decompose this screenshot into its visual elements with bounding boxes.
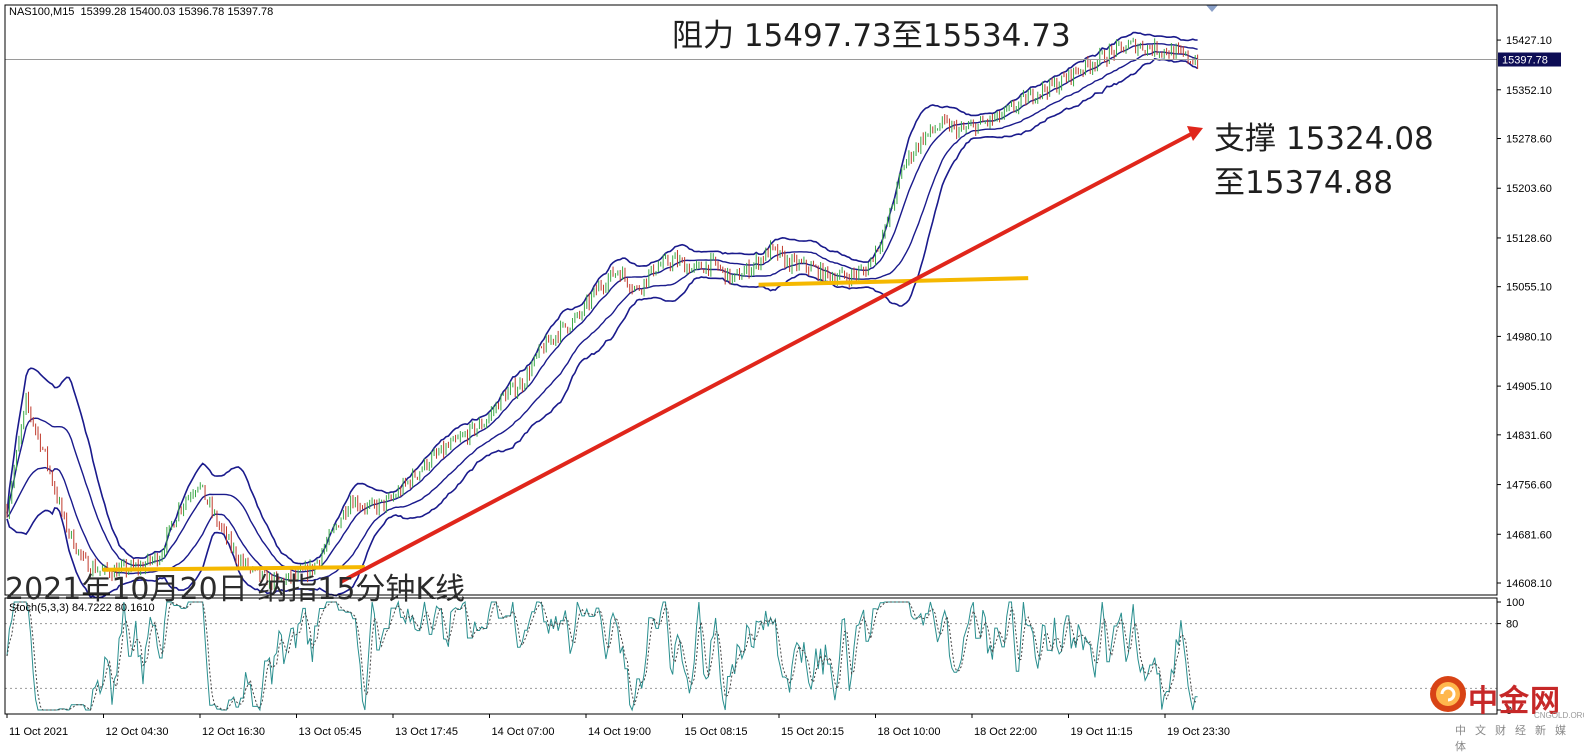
resistance-annotation: 阻力 15497.73至15534.73 bbox=[672, 18, 1071, 54]
time-tick-label: 18 Oct 10:00 bbox=[878, 726, 941, 738]
stoch-tick-label: 80 bbox=[1506, 619, 1518, 631]
stoch-tick-label: 100 bbox=[1506, 597, 1524, 609]
logo-domain: CNGOLD.ORG bbox=[1534, 711, 1584, 720]
logo-icon bbox=[1430, 676, 1466, 712]
upper-band bbox=[6, 31, 1198, 565]
time-tick-label: 12 Oct 16:30 bbox=[202, 726, 265, 738]
stoch-header: Stoch(5,3,3) 84.7222 80.1610 bbox=[9, 602, 155, 614]
support-annotation: 支撑 15324.08 至15374.88 bbox=[1214, 117, 1434, 205]
price-tick-label: 15352.10 bbox=[1506, 85, 1552, 97]
price-tick-label: 14905.10 bbox=[1506, 381, 1552, 393]
time-tick-label: 13 Oct 05:45 bbox=[299, 726, 362, 738]
price-tick-label: 14756.60 bbox=[1506, 480, 1552, 492]
time-tick-label: 13 Oct 17:45 bbox=[395, 726, 458, 738]
time-tick-label: 18 Oct 22:00 bbox=[974, 726, 1037, 738]
shift-marker-icon bbox=[1206, 5, 1218, 12]
price-tick-label: 15427.10 bbox=[1506, 35, 1552, 47]
symbol-header: NAS100,M15 15399.28 15400.03 15396.78 15… bbox=[9, 6, 274, 18]
inner-lower-band bbox=[6, 50, 1198, 582]
support-line-1: 支撑 15324.08 bbox=[1214, 121, 1434, 157]
time-tick-label: 12 Oct 04:30 bbox=[106, 726, 169, 738]
price-tick-label: 15203.60 bbox=[1506, 183, 1552, 195]
time-tick-label: 19 Oct 11:15 bbox=[1071, 726, 1133, 738]
price-tick-label: 14608.10 bbox=[1506, 578, 1552, 590]
price-tick-label: 14681.60 bbox=[1506, 529, 1552, 541]
price-tick-label: 14980.10 bbox=[1506, 331, 1552, 343]
lower-band bbox=[6, 57, 1199, 599]
time-tick-label: 14 Oct 19:00 bbox=[588, 726, 651, 738]
stoch-main-line bbox=[6, 600, 1198, 712]
trend-arrow-head bbox=[1187, 126, 1203, 141]
time-tick-label: 19 Oct 23:30 bbox=[1167, 726, 1230, 738]
support-line-mid bbox=[758, 276, 1029, 287]
time-tick-label: 11 Oct 2021 bbox=[9, 726, 68, 738]
price-tick-label: 15128.60 bbox=[1506, 233, 1552, 245]
current-price-tag bbox=[1498, 52, 1561, 67]
price-tick-label: 15278.60 bbox=[1506, 134, 1552, 146]
logo-subtitle: 中文财经新媒体 bbox=[1455, 724, 1575, 753]
stoch-plot-frame bbox=[4, 597, 1498, 715]
price-tick-label: 14831.60 bbox=[1506, 430, 1552, 442]
support-line-2: 至15374.88 bbox=[1214, 165, 1393, 201]
time-tick-label: 15 Oct 20:15 bbox=[781, 726, 844, 738]
time-tick-label: 15 Oct 08:15 bbox=[685, 726, 748, 738]
stoch-signal-line bbox=[6, 600, 1198, 711]
logo-name: 中金网 bbox=[1468, 684, 1561, 719]
current-price-label: 15397.78 bbox=[1502, 55, 1548, 67]
price-tick-label: 15055.10 bbox=[1506, 282, 1552, 294]
chart-caption: 2021年10月20日 纳指15分钟K线 bbox=[5, 572, 466, 607]
trend-arrow-line bbox=[340, 130, 1196, 584]
main-plot-frame bbox=[4, 4, 1498, 596]
support-line-left bbox=[102, 565, 365, 572]
stoch-tick-label: 0 bbox=[1506, 705, 1512, 717]
time-tick-label: 14 Oct 07:00 bbox=[492, 726, 555, 738]
